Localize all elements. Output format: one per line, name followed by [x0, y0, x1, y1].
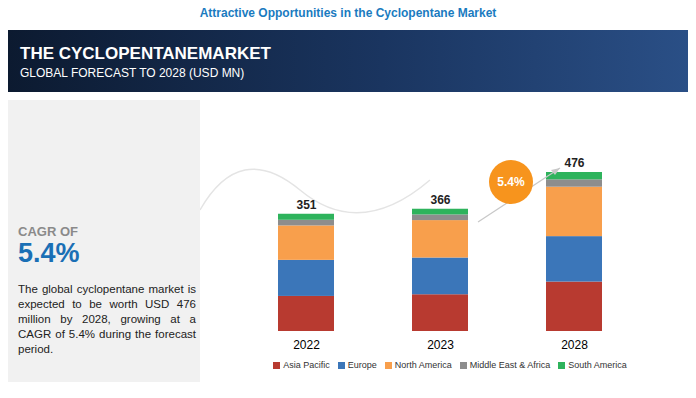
svg-text:351: 351: [296, 198, 316, 212]
html-text:Asia Pacific: Asia Pacific: [283, 360, 330, 370]
html-text:North America: North America: [394, 360, 452, 370]
svg-text:366: 366: [430, 193, 450, 207]
svg-text:2023: 2023: [427, 338, 454, 352]
html-text:Attractive Opportunities in th: Attractive Opportunities in the Cyclopen…: [199, 6, 497, 20]
html-text:THE CYCLOPENTANEMARKET: THE CYCLOPENTANEMARKET: [20, 44, 271, 63]
html-text:The global cyclopentane market: The global cyclopentane market is expect…: [18, 283, 196, 355]
html-text:5.4%: 5.4%: [18, 238, 80, 268]
html-text:Middle East & Africa: Middle East & Africa: [469, 360, 551, 370]
html-text:GLOBAL FORECAST TO 2028 (USD M: GLOBAL FORECAST TO 2028 (USD MN): [20, 66, 245, 80]
html-text:CAGR OF: CAGR OF: [18, 224, 78, 239]
svg-text:476: 476: [564, 156, 584, 170]
html-text:5.4%: 5.4%: [497, 175, 525, 189]
html-text:South America: South America: [568, 360, 627, 370]
html-text:Europe: Europe: [347, 360, 377, 370]
svg-text:2022: 2022: [293, 338, 320, 352]
svg-text:2028: 2028: [561, 338, 588, 352]
